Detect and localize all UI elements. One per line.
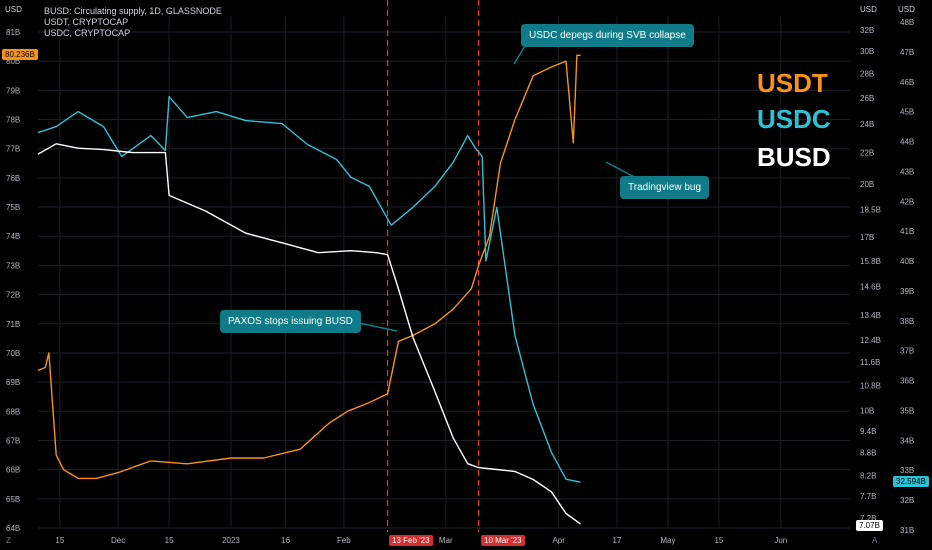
y-tick-mid: 8.2B	[860, 471, 876, 480]
usdc-big-label: USDC	[757, 104, 831, 134]
x-tick: 17	[613, 536, 622, 545]
y-tick-left: 65B	[6, 495, 20, 504]
event-lines	[386, 0, 480, 532]
callout-svb: USDC depegs during SVB collapse	[521, 24, 694, 47]
y-tick-right: 38B	[900, 317, 914, 326]
y-tick-right: 41B	[900, 227, 914, 236]
busd-big-label: BUSD	[757, 142, 831, 172]
callout-paxos: PAXOS stops issuing BUSD	[220, 310, 361, 333]
right-axis-unit: USD	[898, 5, 915, 14]
y-tick-left: 80B	[6, 57, 20, 66]
right-bottom-icon[interactable]: A	[872, 536, 878, 545]
y-tick-right: 44B	[900, 138, 914, 147]
y-tick-mid: 24B	[860, 120, 874, 129]
usdt-big-label: USDT	[757, 68, 828, 98]
x-tick: Jun	[774, 536, 787, 545]
y-tick-left: 74B	[6, 232, 20, 241]
y-tick-right: 39B	[900, 287, 914, 296]
y-tick-mid: 20B	[860, 180, 874, 189]
y-tick-mid: 18.5B	[860, 205, 881, 214]
x-tick: Dec	[111, 536, 125, 545]
y-tick-right: 46B	[900, 78, 914, 87]
y-tick-left: 69B	[6, 378, 20, 387]
x-tick: 16	[281, 536, 290, 545]
y-tick-right: 42B	[900, 197, 914, 206]
y-tick-mid: 14.6B	[860, 283, 881, 292]
y-tick-left: 77B	[6, 145, 20, 154]
y-tick-right: 36B	[900, 377, 914, 386]
y-tick-left: 70B	[6, 349, 20, 358]
y-tick-right: 45B	[900, 108, 914, 117]
y-tick-left: 75B	[6, 203, 20, 212]
y-tick-right: 35B	[900, 406, 914, 415]
series-line-usdt	[37, 54, 581, 480]
y-tick-mid: 26B	[860, 94, 874, 103]
series-line-busd	[37, 143, 581, 525]
x-tick: Apr	[552, 536, 565, 545]
y-tick-mid: 28B	[860, 70, 874, 79]
y-tick-mid: 11.6B	[860, 358, 880, 367]
y-tick-left: 79B	[6, 86, 20, 95]
y-tick-right: 37B	[900, 347, 914, 356]
chart-legend: BUSD: Circulating supply, 1D, GLASSNODE …	[44, 6, 222, 39]
callout-tradingview-bug: Tradingview bug	[620, 176, 710, 199]
left-bottom-icon[interactable]: Z	[6, 536, 11, 545]
grid-layer	[38, 16, 850, 529]
y-tick-mid: 9.4B	[860, 427, 876, 436]
legend-line-busd: BUSD: Circulating supply, 1D, GLASSNODE	[44, 6, 222, 16]
usdc-last-value-tag: 32.594B	[893, 476, 929, 487]
y-tick-right: 40B	[900, 257, 914, 266]
y-tick-right: 31B	[900, 526, 914, 535]
y-tick-right: 32B	[900, 496, 914, 505]
x-tick: 15	[55, 536, 64, 545]
x-tick: 15	[714, 536, 723, 545]
callout-pointer-svb	[513, 45, 526, 65]
y-tick-left: 76B	[6, 174, 20, 183]
usdt-last-value-tag: 80.236B	[2, 49, 38, 60]
y-tick-right: 47B	[900, 48, 914, 57]
y-tick-right: 48B	[900, 18, 914, 27]
date-tag-10mar: 10 Mar '23	[481, 535, 525, 546]
mid-axis-unit: USD	[860, 5, 877, 14]
y-tick-left: 81B	[6, 28, 20, 37]
y-tick-mid: 13.4B	[860, 311, 881, 320]
y-tick-left: 73B	[6, 261, 20, 270]
y-tick-mid: 15.8B	[860, 257, 881, 266]
y-tick-left: 72B	[6, 291, 20, 300]
y-tick-right: 34B	[900, 436, 914, 445]
y-tick-left: 67B	[6, 436, 20, 445]
x-tick: May	[660, 536, 675, 545]
y-tick-left: 66B	[6, 466, 20, 475]
y-tick-mid: 8.8B	[860, 448, 876, 457]
axes-layer: 81B 80B 79B 78B 77B 76B 75B 74B 73B 72B 71B 70B 69B 6…	[6, 18, 914, 545]
y-tick-left: 78B	[6, 116, 20, 125]
y-tick-mid: 22B	[860, 149, 874, 158]
series-line-usdc	[37, 95, 581, 483]
left-axis-unit: USD	[5, 5, 22, 14]
y-tick-mid: 12.4B	[860, 336, 881, 345]
y-tick-left: 68B	[6, 407, 20, 416]
date-tag-13feb: 13 Feb '23	[389, 535, 433, 546]
y-tick-mid: 7.2B	[860, 514, 876, 523]
y-tick-mid: 10B	[860, 407, 874, 416]
y-tick-right: 33B	[900, 466, 914, 475]
busd-last-value-tag: 7.07B	[856, 520, 883, 531]
y-tick-mid: 30B	[860, 47, 874, 56]
y-tick-mid: 10.8B	[860, 381, 881, 390]
y-tick-left: 64B	[6, 524, 20, 533]
x-tick: 2023	[222, 536, 240, 545]
x-tick: Feb	[337, 536, 351, 545]
legend-line-usdt: USDT, CRYPTOCAP	[44, 17, 129, 27]
y-tick-right: 43B	[900, 167, 914, 176]
y-tick-mid: 17B	[860, 233, 874, 242]
series-layer	[37, 54, 581, 525]
x-tick: 15	[165, 536, 174, 545]
legend-line-usdc: USDC, CRYPTOCAP	[44, 28, 131, 38]
y-tick-left: 71B	[6, 320, 20, 329]
x-tick: Mar	[439, 536, 453, 545]
y-tick-mid: 32B	[860, 26, 874, 35]
y-tick-mid: 7.7B	[860, 492, 876, 501]
